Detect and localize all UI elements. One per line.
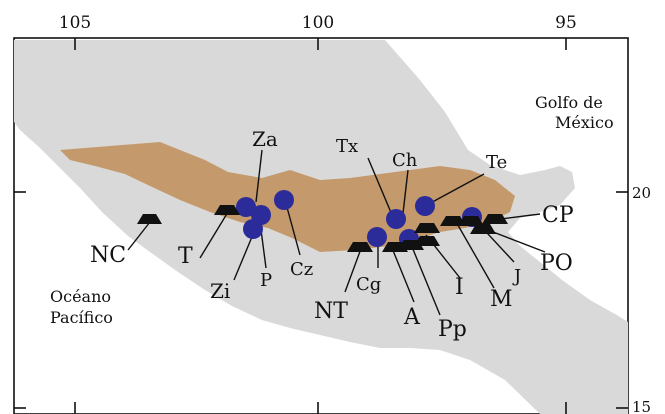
label-nt: NT bbox=[314, 299, 348, 324]
label-za: Za bbox=[252, 127, 278, 151]
site-triangle-m2 bbox=[458, 216, 484, 226]
label-m: M bbox=[490, 287, 513, 312]
pacific-label-line1: Océano bbox=[50, 287, 111, 306]
label-i: I bbox=[455, 275, 464, 300]
lon-tick-100: 100 bbox=[302, 13, 334, 33]
label-ch: Ch bbox=[392, 150, 418, 171]
label-t: T bbox=[178, 244, 193, 269]
lon-tick-95: 95 bbox=[555, 13, 577, 33]
triangle-sites bbox=[137, 205, 508, 252]
site-triangle-pp bbox=[414, 236, 440, 246]
label-j: J bbox=[512, 266, 521, 287]
site-triangle-cp bbox=[482, 214, 508, 224]
site-triangle-i bbox=[414, 223, 440, 233]
leader-lines bbox=[127, 149, 546, 316]
site-circle-cg bbox=[367, 227, 387, 247]
label-cp: CP bbox=[542, 203, 574, 228]
label-tx: Tx bbox=[336, 136, 358, 157]
label-p: P bbox=[260, 270, 272, 291]
lat-tick-15: 15 bbox=[632, 398, 651, 414]
site-circle-tx bbox=[386, 209, 406, 229]
site-circle-za bbox=[236, 197, 256, 217]
site-triangle-nt bbox=[347, 242, 373, 252]
lat-tick-20: 20 bbox=[632, 184, 651, 202]
label-po: PO bbox=[540, 251, 573, 276]
pacific-label-line2: Pacífico bbox=[50, 308, 113, 327]
site-triangle-t bbox=[214, 205, 240, 215]
label-pp: Pp bbox=[438, 317, 467, 342]
label-zi: Zi bbox=[210, 279, 230, 303]
gulf-label-line2: México bbox=[555, 113, 614, 132]
label-a: A bbox=[403, 305, 421, 330]
gulf-label-line1: Golfo de bbox=[535, 93, 603, 112]
label-cz: Cz bbox=[290, 259, 313, 280]
label-nc: NC bbox=[90, 243, 126, 268]
axis-ticks bbox=[14, 38, 628, 414]
site-triangle-po bbox=[470, 224, 496, 234]
label-cg: Cg bbox=[356, 274, 381, 295]
site-circle-zi bbox=[243, 219, 263, 239]
site-circle-te bbox=[415, 196, 435, 216]
site-triangle-nc bbox=[137, 214, 162, 224]
label-te: Te bbox=[486, 152, 507, 173]
lon-tick-105: 105 bbox=[59, 13, 91, 33]
site-circle-cz bbox=[274, 190, 294, 210]
